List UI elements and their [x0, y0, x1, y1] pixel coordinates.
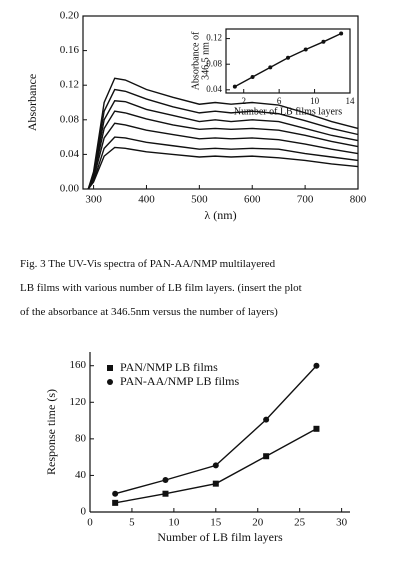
x-tick-label: 30: [336, 517, 348, 529]
data-point: [263, 453, 270, 460]
x-tick-label: 500: [191, 194, 208, 206]
x-tick-label: 6: [277, 96, 282, 106]
data-point: [232, 84, 237, 89]
y-tick-label: 0.12: [60, 79, 79, 91]
y-tick-label: 0.08: [206, 58, 222, 68]
data-point: [212, 462, 219, 469]
data-point: [313, 425, 320, 432]
x-axis-label: λ (nm): [204, 208, 236, 222]
legend-label: PAN-AA/NMP LB films: [120, 374, 239, 388]
y-tick-label: 0: [81, 506, 87, 518]
data-point: [112, 499, 119, 506]
y-tick-label: 0.08: [60, 113, 80, 125]
x-axis-label: Number of LB film layers: [157, 530, 283, 544]
data-point: [268, 65, 273, 70]
series-line: [87, 122, 359, 190]
y-tick-label: 0.20: [60, 10, 80, 22]
x-axis-label: Number of LB films layers: [234, 106, 342, 117]
data-point: [303, 47, 308, 52]
y-tick-label: 80: [75, 432, 87, 444]
series-line: [87, 77, 359, 190]
series-line: [87, 100, 359, 190]
data-point: [339, 31, 344, 36]
x-tick-label: 10: [168, 517, 180, 529]
x-tick-label: 5: [129, 517, 135, 529]
x-tick-label: 20: [252, 517, 264, 529]
y-tick-label: 0.04: [60, 148, 80, 160]
legend-marker: [107, 379, 113, 385]
x-tick-label: 14: [346, 96, 356, 106]
y-tick-label: 120: [70, 396, 87, 408]
y-tick-label: 0.00: [60, 183, 80, 195]
caption-line: Fig. 3 The UV-Vis spectra of PAN-AA/NMP …: [20, 258, 276, 270]
data-point: [321, 39, 326, 44]
x-tick-label: 15: [210, 517, 222, 529]
data-point: [212, 480, 219, 487]
y-tick-label: 0.04: [206, 84, 222, 94]
series-line: [87, 136, 359, 190]
x-tick-label: 25: [294, 517, 306, 529]
series-line: [87, 146, 359, 190]
data-point: [162, 477, 169, 483]
y-tick-label: 40: [75, 469, 87, 481]
x-tick-label: 700: [297, 194, 314, 206]
y-tick-label: 0.12: [206, 33, 222, 43]
x-tick-label: 400: [138, 194, 155, 206]
y-axis-label: 346.5 nm: [200, 42, 211, 80]
series-line: [87, 110, 359, 190]
y-axis-label: Response time (s): [44, 389, 58, 475]
y-axis-label: Absorbance of: [190, 31, 201, 90]
y-tick-label: 160: [70, 359, 87, 371]
y-tick-label: 0.16: [60, 44, 80, 56]
x-tick-label: 2: [241, 96, 246, 106]
x-tick-label: 0: [87, 517, 93, 529]
legend-marker: [107, 365, 113, 371]
data-point: [263, 416, 270, 423]
data-point: [250, 75, 255, 79]
x-tick-label: 300: [85, 194, 102, 206]
x-tick-label: 800: [350, 194, 367, 206]
data-point: [286, 55, 290, 60]
x-tick-label: 10: [310, 96, 320, 106]
data-point: [313, 362, 320, 369]
caption-line: LB films with various number of LB film …: [20, 282, 302, 294]
legend-label: PAN/NMP LB films: [120, 360, 218, 374]
caption-line: of the absorbance at 346.5nm versus the …: [20, 306, 278, 318]
data-point: [112, 490, 119, 497]
plot-frame: [82, 15, 359, 190]
data-point: [162, 490, 169, 497]
x-tick-label: 600: [244, 194, 261, 206]
series-line: [87, 88, 359, 190]
y-axis-label: Absorbance: [25, 74, 39, 131]
